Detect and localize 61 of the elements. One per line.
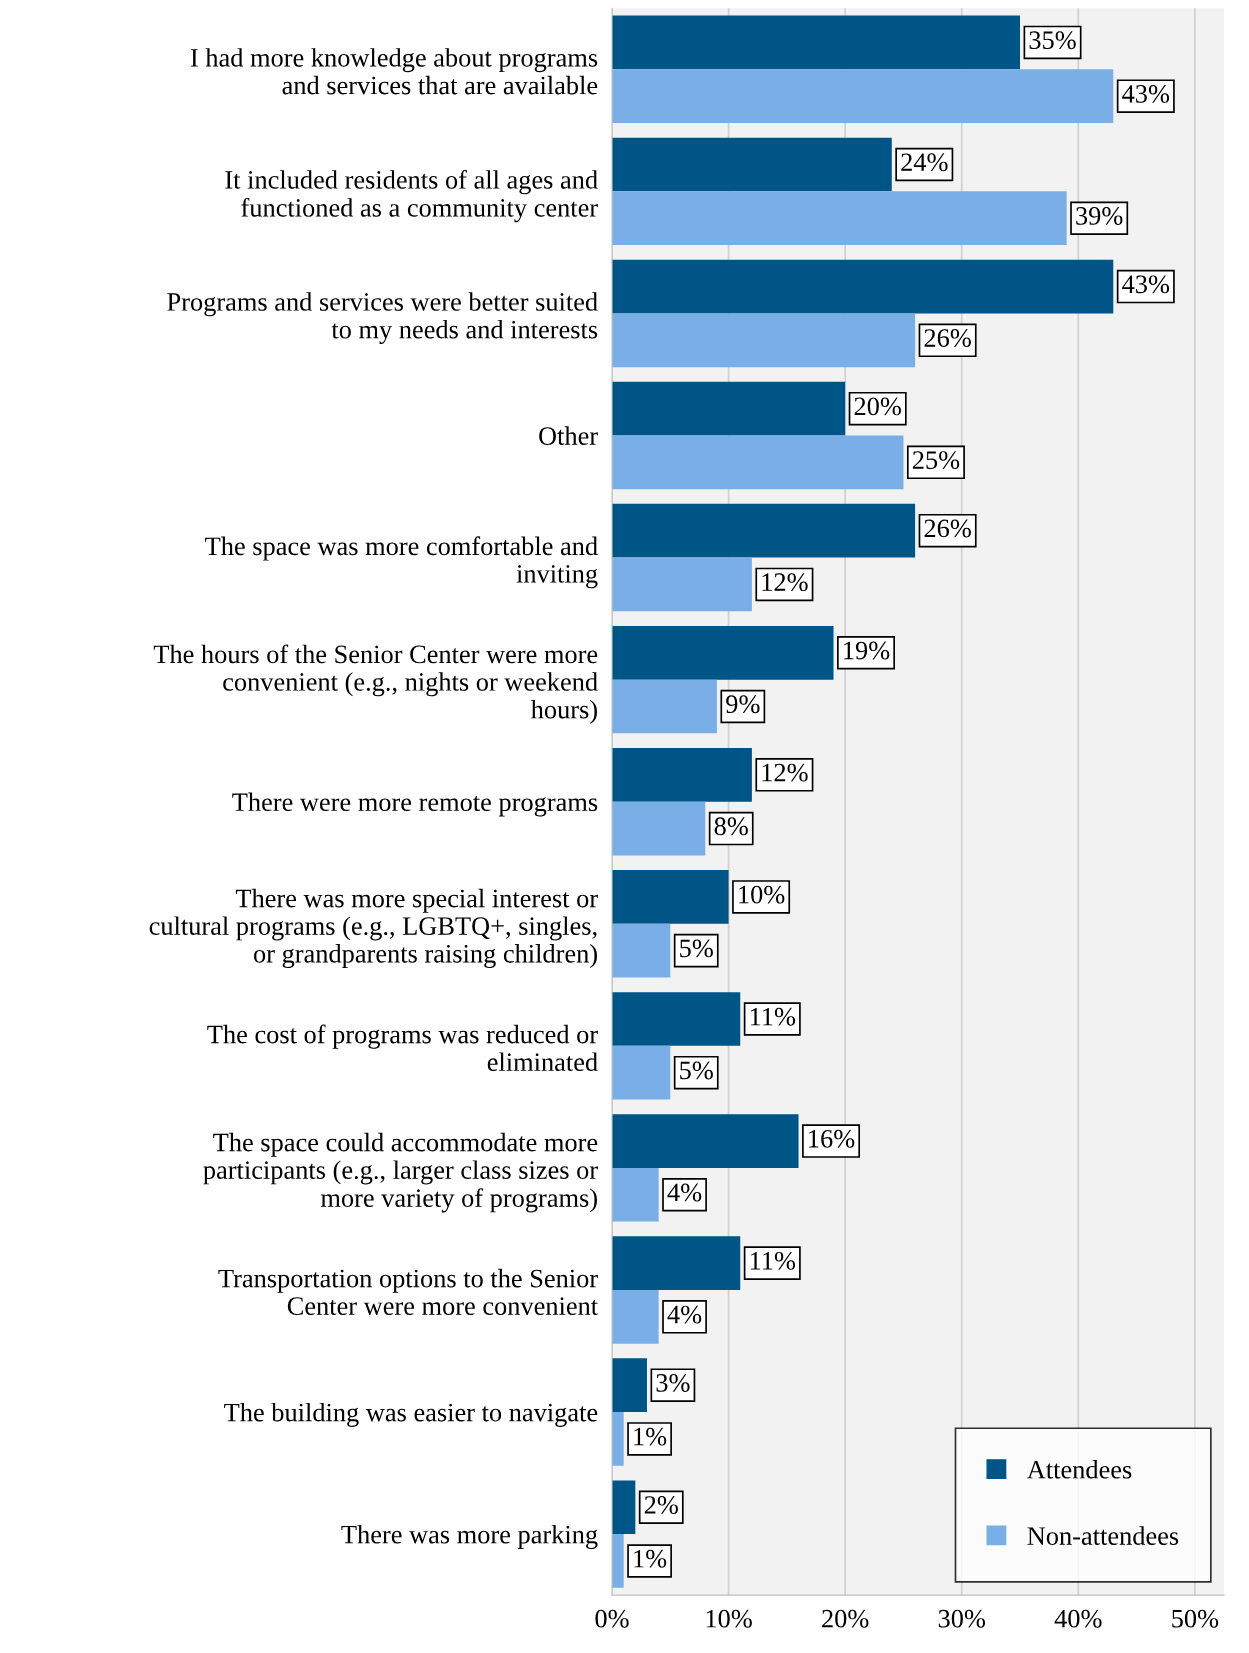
y-tick-label: The building was easier to navigate xyxy=(224,1402,598,1427)
data-label: 4% xyxy=(667,1305,702,1324)
bar xyxy=(612,137,892,192)
data-label: 1% xyxy=(634,1427,667,1446)
data-label: 43% xyxy=(1122,84,1170,103)
bar xyxy=(612,625,834,680)
y-tick-label: It included residents of all ages and functioned as a community center xyxy=(225,169,598,223)
data-label: 12% xyxy=(762,573,808,592)
data-label: 25% xyxy=(912,451,960,470)
y-tick-label: The space could accommodate more participants (e.g., larger class sizes or more variety of programs) xyxy=(203,1132,598,1213)
bar xyxy=(612,191,1067,246)
x-tick-label: 50% xyxy=(1172,1609,1219,1628)
data-label: 11% xyxy=(750,1251,796,1270)
data-label: 3% xyxy=(656,1373,690,1392)
bar xyxy=(612,1358,647,1413)
bar xyxy=(612,1412,624,1466)
bar xyxy=(612,557,752,612)
y-tick-label: Programs and services were better suited to my needs and interests xyxy=(167,292,598,344)
x-tick-label: 40% xyxy=(1054,1609,1102,1628)
data-label: 10% xyxy=(739,885,785,904)
data-label: 39% xyxy=(1076,207,1123,225)
data-label: 26% xyxy=(924,519,971,538)
data-label: 43% xyxy=(1122,275,1170,294)
data-label: 26% xyxy=(924,329,971,347)
data-label: 19% xyxy=(844,641,890,660)
y-tick-label: Transportation options to the Senior Center were more convenient xyxy=(218,1268,598,1316)
bar xyxy=(612,1114,799,1168)
bar xyxy=(612,748,752,802)
legend-label: Attendees xyxy=(1027,1460,1132,1479)
bar xyxy=(612,435,904,490)
x-tick-label: 30% xyxy=(938,1609,986,1628)
data-label: 8% xyxy=(714,817,748,836)
data-label: 9% xyxy=(726,695,760,714)
y-tick-label: The hours of the Senior Center were more convenient (e.g., nights or weekend hours) xyxy=(153,644,598,724)
y-tick-label: I had more knowledge about programs and services that are available xyxy=(190,48,598,95)
data-label: 1% xyxy=(634,1549,667,1568)
data-label: 35% xyxy=(1029,31,1076,50)
data-label: 16% xyxy=(809,1129,855,1148)
x-tick-label: 10% xyxy=(706,1609,752,1628)
x-tick-label: 0% xyxy=(595,1609,629,1628)
data-label: 24% xyxy=(901,153,948,172)
legend-label: Non-attendees xyxy=(1027,1526,1179,1545)
bar xyxy=(612,1534,624,1588)
y-tick-label: Other xyxy=(539,426,598,445)
data-label: 2% xyxy=(644,1496,678,1514)
bar xyxy=(612,1289,659,1344)
y-tick-label: There was more special interest or cultural programs (e.g., LGBTQ+, singles, or grandparents raising children) xyxy=(149,888,598,969)
data-label: 11% xyxy=(750,1007,796,1026)
data-label: 4% xyxy=(667,1183,702,1202)
data-label: 5% xyxy=(680,1061,713,1080)
data-label: 5% xyxy=(680,939,713,958)
bar xyxy=(612,679,717,734)
y-tick-label: The cost of programs was reduced or eliminated xyxy=(207,1024,598,1072)
bar xyxy=(612,870,729,924)
x-tick-label: 20% xyxy=(822,1609,869,1628)
bar xyxy=(612,1167,659,1222)
data-label: 20% xyxy=(854,397,901,416)
y-tick-label: There were more remote programs xyxy=(232,792,598,817)
y-tick-label: There was more parking xyxy=(341,1524,598,1549)
data-label: 12% xyxy=(762,763,808,782)
y-tick-label: The space was more comfortable and inviting xyxy=(205,536,598,589)
